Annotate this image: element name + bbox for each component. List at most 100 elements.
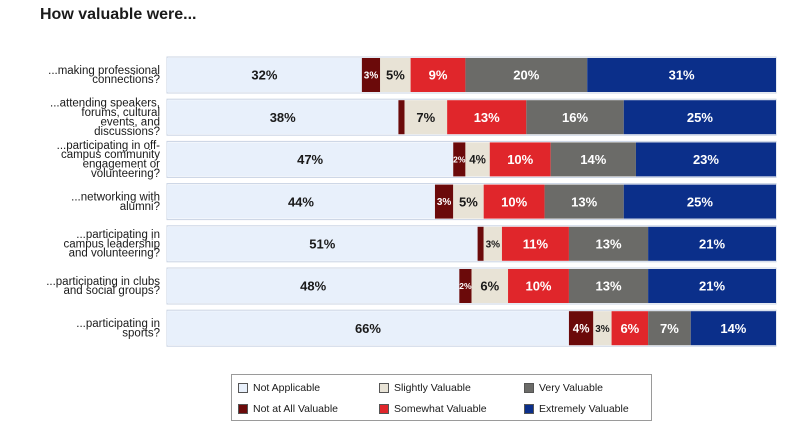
data-label: 47% [297, 152, 323, 167]
bar-segment [483, 184, 545, 219]
data-label: 6% [480, 279, 499, 294]
legend-item: Not Applicable [238, 381, 320, 395]
legend-label: Not at All Valuable [253, 403, 339, 415]
data-label: 32% [251, 68, 277, 83]
bar-segment [623, 100, 776, 135]
data-label: 10% [501, 194, 527, 209]
legend-item: Very Valuable [524, 381, 603, 395]
data-label: 14% [720, 321, 746, 336]
data-label: 20% [513, 68, 539, 83]
data-label: 4% [573, 323, 590, 335]
data-label: 66% [355, 321, 381, 336]
data-label: 3% [437, 197, 452, 208]
legend: Not Applicable Not at All Valuable Slightl… [231, 374, 652, 421]
data-label: 7% [416, 110, 435, 125]
bar-segment [167, 226, 478, 261]
bar-segment [690, 311, 776, 346]
legend-label: Somewhat Valuable [394, 403, 487, 415]
bar-segment [508, 269, 569, 303]
bar-segment [501, 226, 569, 261]
bar-segment [361, 58, 381, 92]
bar-segment [380, 58, 411, 92]
bar-segment [544, 184, 624, 219]
data-label: 21% [699, 279, 725, 294]
data-label: 14% [580, 152, 606, 167]
legend-label: Not Applicable [253, 382, 321, 394]
data-label: 7% [660, 321, 679, 336]
bar-segment [471, 269, 509, 303]
data-label: 13% [474, 110, 500, 125]
data-label: 25% [687, 110, 713, 125]
data-label: 4% [469, 155, 486, 167]
data-label: 13% [596, 279, 622, 294]
legend-item: Slightly Valuable [379, 381, 471, 395]
legend-swatch [524, 383, 534, 393]
bar-segment [453, 184, 484, 219]
category-label: ...participating in clubs and social grou… [46, 276, 160, 297]
category-label: ...networking with alumni? [71, 191, 160, 212]
bar-segment [404, 100, 448, 135]
bar-segment [648, 269, 776, 303]
data-label: 11% [523, 236, 549, 251]
bar-segment [623, 184, 776, 219]
data-label: 5% [386, 68, 405, 83]
data-label: 10% [525, 279, 551, 294]
bar-segment [483, 226, 502, 261]
bar-segment [465, 58, 588, 92]
legend-swatch [379, 383, 389, 393]
bar-segment [648, 226, 776, 261]
bar-segment [465, 142, 490, 177]
data-label: 3% [364, 71, 379, 82]
data-label: 2% [453, 154, 466, 164]
category-label: ...participating in off-campus community… [57, 140, 161, 180]
data-label: 13% [596, 236, 622, 251]
data-label: 9% [429, 68, 448, 83]
bar-segment [434, 184, 454, 219]
legend-swatch [238, 383, 248, 393]
legend-swatch [524, 404, 534, 414]
data-label: 5% [459, 194, 478, 209]
category-label: ...participating in campus leadership and … [63, 229, 160, 260]
data-label: 21% [699, 236, 725, 251]
legend-item: Not at All Valuable [238, 402, 338, 416]
data-label: 51% [309, 236, 335, 251]
legend-item: Somewhat Valuable [379, 402, 487, 416]
stacked-bar-chart: ...making professional connections? 32% 3% 5… [46, 56, 777, 347]
data-label: 3% [595, 324, 610, 335]
legend-swatch [379, 404, 389, 414]
data-label: 31% [669, 68, 695, 83]
bar-segment [167, 311, 569, 346]
legend-swatch [238, 404, 248, 414]
bar-segment [447, 100, 527, 135]
bar-segment [489, 142, 551, 177]
data-label: 38% [270, 110, 296, 125]
bar-segment [635, 142, 776, 177]
bar-segment [398, 100, 405, 135]
bar-segment [410, 58, 466, 92]
bar-segment [526, 100, 624, 135]
bar-segment [167, 269, 460, 303]
category-label: ...participating in sports? [76, 318, 160, 339]
bar-segment [568, 311, 594, 346]
data-label: 44% [288, 194, 314, 209]
bar-segment [568, 226, 649, 261]
legend-label: Extremely Valuable [539, 403, 629, 415]
bar-segment [167, 58, 362, 92]
bar-segment [477, 226, 484, 261]
data-label: 6% [620, 321, 639, 336]
bar-segment [167, 184, 435, 219]
bar-segment [593, 311, 612, 346]
bar-segment [459, 269, 472, 303]
bar-segment [550, 142, 636, 177]
bar-segment [648, 311, 691, 346]
data-label: 25% [687, 194, 713, 209]
data-label: 10% [507, 152, 533, 167]
bar-segment [167, 142, 454, 177]
data-label: 3% [486, 239, 501, 250]
legend-label: Very Valuable [539, 382, 604, 394]
data-label: 23% [693, 152, 719, 167]
legend-item: Extremely Valuable [524, 402, 629, 416]
category-label: ...attending speakers, forums, cultural ev… [50, 98, 160, 138]
data-label: 13% [571, 194, 597, 209]
data-label: 2% [459, 281, 472, 291]
